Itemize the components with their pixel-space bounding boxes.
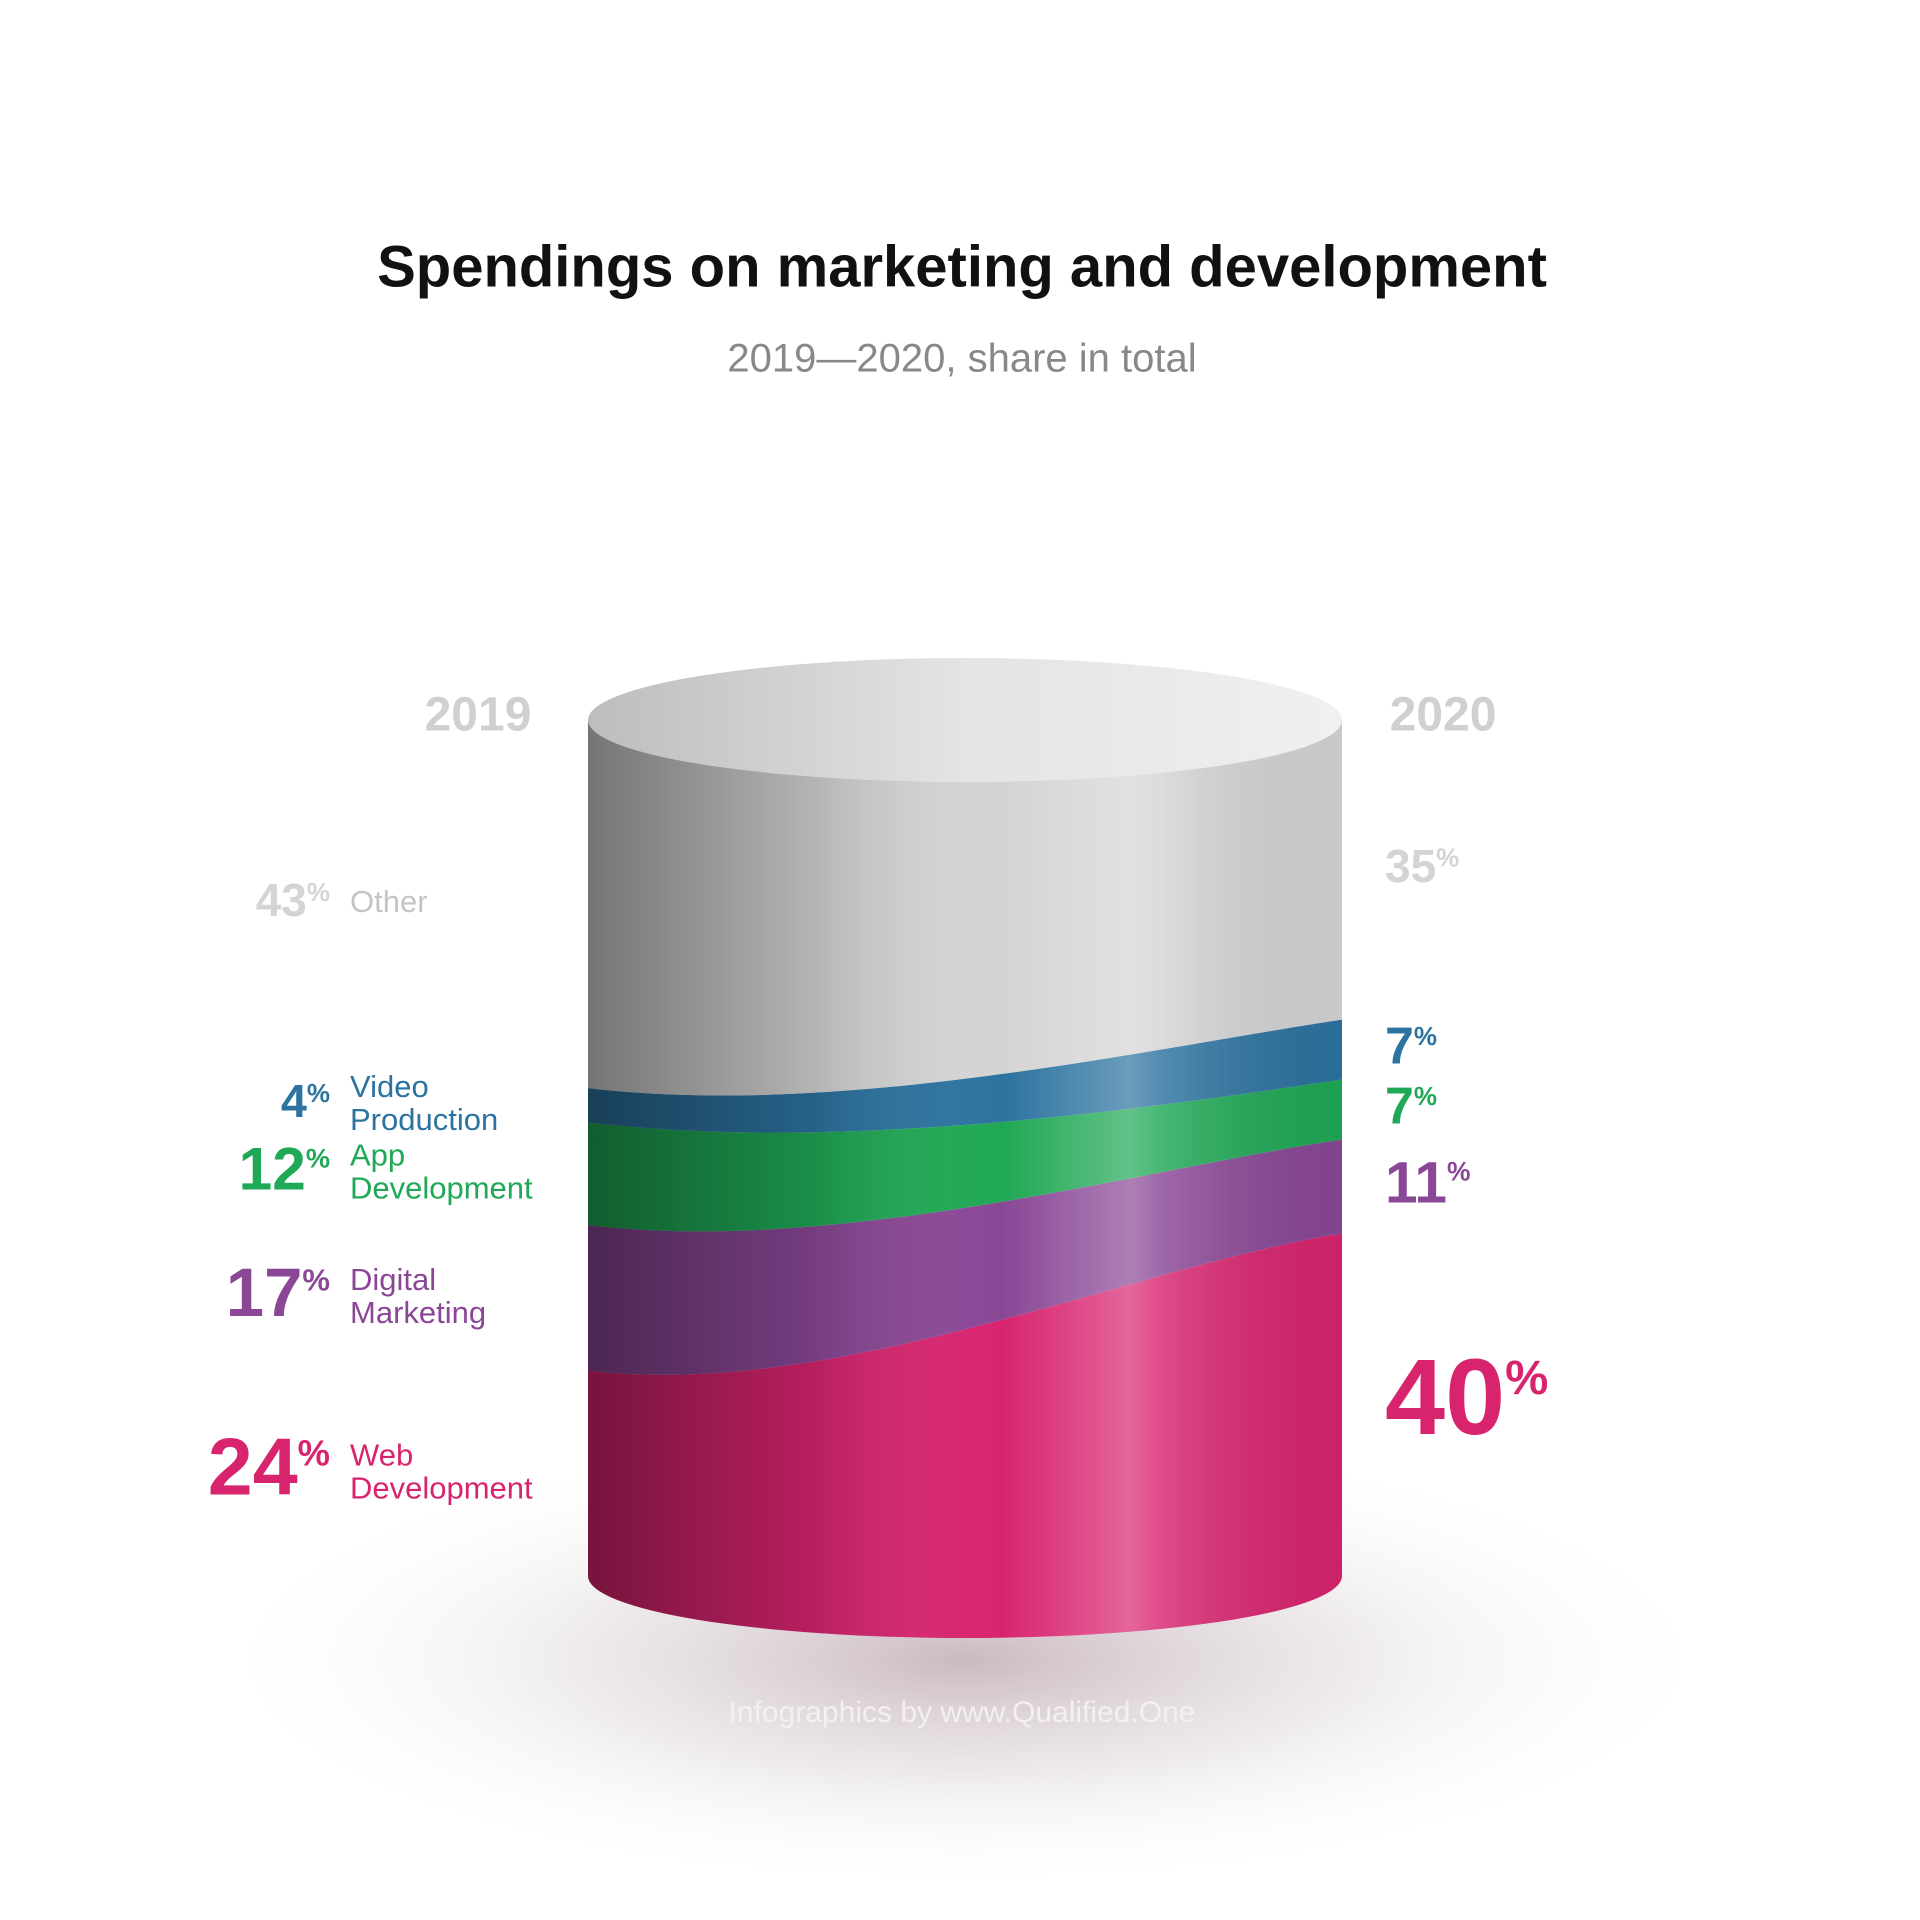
category-label: 2020 (1390, 689, 1497, 742)
value-label: 12% (239, 1135, 330, 1203)
value-label: 35% (1385, 840, 1459, 892)
series-name: Other (350, 884, 428, 919)
series-name: Digital Marketing (350, 1262, 486, 1330)
chart-title: Spendings on marketing and development (377, 234, 1547, 299)
series-name: App Development (350, 1138, 533, 1206)
value-label: 7% (1385, 1076, 1437, 1134)
value-label: 43% (256, 874, 330, 926)
value-label: 17% (226, 1254, 330, 1331)
value-label: 7% (1385, 1016, 1437, 1074)
footer: Infographics by www.Qualified.One (729, 1696, 1196, 1729)
cylinder-shading (588, 720, 1342, 1638)
labels: 2019 2020 24% 40% Web Development 17% 11% Digit… (208, 689, 1549, 1513)
series-name: Video Production (350, 1069, 498, 1137)
value-label: 11% (1385, 1150, 1471, 1215)
chart-subtitle: 2019—2020, share in total (727, 337, 1196, 381)
cylinder (588, 658, 1342, 1638)
floor-shadow (205, 1430, 1725, 1890)
value-label: 40% (1385, 1335, 1548, 1456)
series-name: Web Development (350, 1437, 533, 1505)
category-label: 2019 (425, 689, 532, 742)
cylinder-top (588, 658, 1342, 782)
value-label: 4% (281, 1076, 330, 1128)
value-label: 24% (208, 1423, 330, 1513)
